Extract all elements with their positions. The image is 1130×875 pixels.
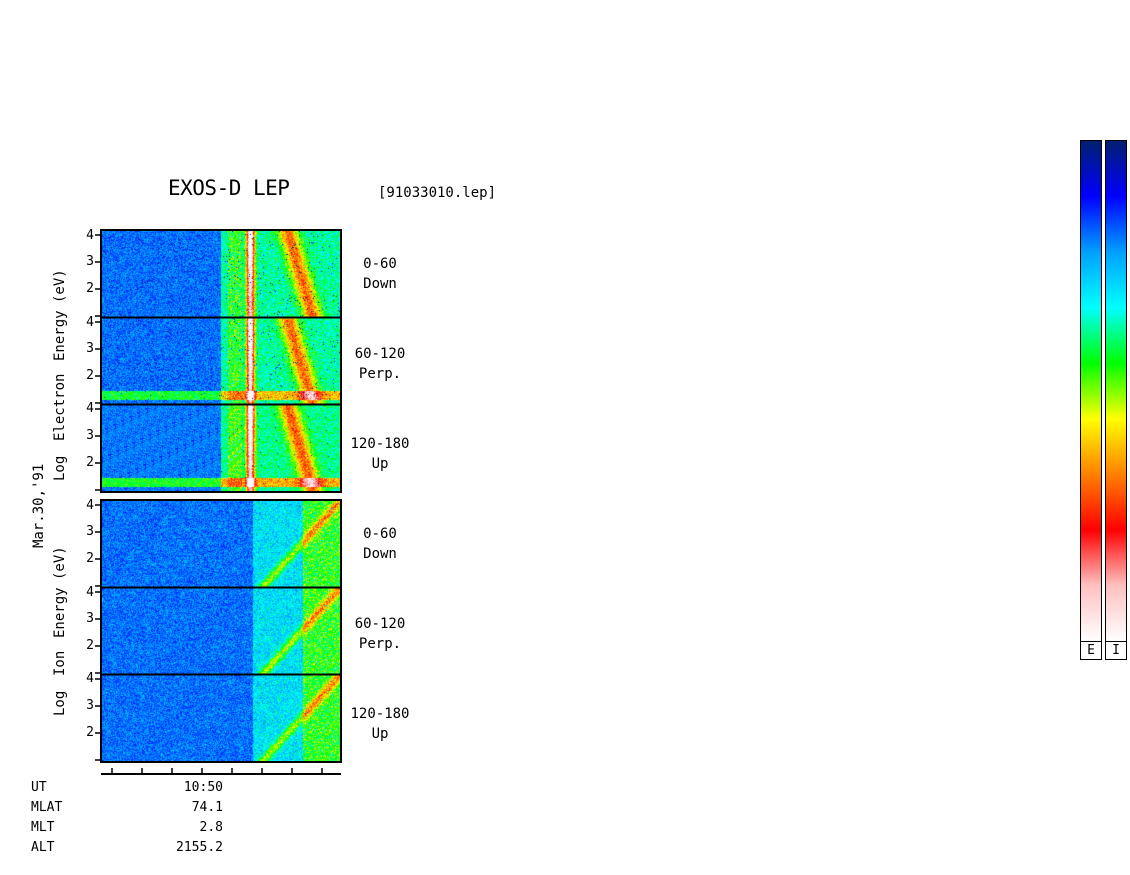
ytick-e2-2: 2 — [86, 455, 94, 470]
ion-label-down-dir: Down — [363, 546, 397, 562]
ion-label-perp-dir: Perp. — [358, 636, 402, 652]
ion-panel-up — [102, 675, 340, 761]
electron-panel-down — [102, 231, 340, 317]
ytick-i0-2: 2 — [86, 551, 94, 566]
ion-frame — [100, 499, 342, 763]
ytick-e0-4: 4 — [86, 228, 94, 243]
electron-panel-perp — [102, 318, 340, 404]
electron-label-down-dir: Down — [363, 276, 397, 292]
electron-label-up-range: 120-180 — [350, 436, 410, 452]
alt-value: 2155.2 — [176, 840, 223, 855]
ion-label-perp: 60-120 Perp. — [345, 614, 415, 654]
colorbar-electron-label: E — [1080, 641, 1102, 660]
mlat-value: 74.1 — [191, 800, 223, 815]
ytick-i2-3: 3 — [86, 698, 94, 713]
electron-label-up-dir: Up — [371, 456, 389, 472]
ytick-i0-3: 3 — [86, 524, 94, 539]
ion-label-up-range: 120-180 — [350, 706, 410, 722]
electron-panel-up — [102, 405, 340, 491]
ytick-e1-2: 2 — [86, 368, 94, 383]
electron-label-down: 0-60 Down — [345, 254, 415, 294]
ion-panel-down — [102, 501, 340, 587]
ytick-e1-4: 4 — [86, 315, 94, 330]
ytick-e2-3: 3 — [86, 428, 94, 443]
colorbar-ion — [1105, 140, 1127, 642]
ytick-i0-4: 4 — [86, 498, 94, 513]
electron-frame — [100, 229, 342, 493]
ytick-i2-4: 4 — [86, 671, 94, 686]
colorbar-ion-label: I — [1105, 641, 1127, 660]
ytick-e0-3: 3 — [86, 254, 94, 269]
ion-label-perp-range: 60-120 — [354, 616, 406, 632]
ytick-e2-4: 4 — [86, 401, 94, 416]
ion-label-up: 120-180 Up — [345, 704, 415, 744]
ytick-i1-3: 3 — [86, 611, 94, 626]
ion-label-up-dir: Up — [371, 726, 389, 742]
mlt-value: 2.8 — [199, 820, 223, 835]
mlat-label: MLAT — [31, 800, 63, 815]
ion-label-down: 0-60 Down — [345, 524, 415, 564]
electron-label-up: 120-180 Up — [345, 434, 415, 474]
ytick-e0-2: 2 — [86, 281, 94, 296]
electron-label-perp: 60-120 Perp. — [345, 344, 415, 384]
ion-label-down-range: 0-60 — [363, 526, 397, 542]
alt-label: ALT — [31, 840, 55, 855]
mlt-label: MLT — [31, 820, 55, 835]
ytick-i1-2: 2 — [86, 638, 94, 653]
ytick-e1-3: 3 — [86, 341, 94, 356]
electron-label-down-range: 0-60 — [363, 256, 397, 272]
electron-label-perp-range: 60-120 — [354, 346, 406, 362]
electron-label-perp-dir: Perp. — [358, 366, 402, 382]
ion-panel-perp — [102, 588, 340, 674]
ytick-i2-2: 2 — [86, 725, 94, 740]
file-name: [91033010.lep] — [378, 185, 497, 201]
colorbar-electron — [1080, 140, 1102, 642]
chart-title: EXOS-D LEP — [168, 176, 290, 200]
ut-label: UT — [31, 780, 47, 795]
ytick-i1-4: 4 — [86, 585, 94, 600]
ut-value: 10:50 — [183, 780, 223, 795]
